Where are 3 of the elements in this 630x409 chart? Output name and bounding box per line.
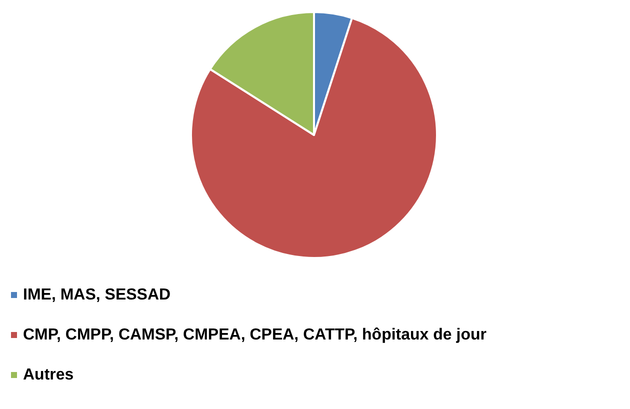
legend-label: CMP, CMPP, CAMSP, CMPEA, CPEA, CATTP, hôpitaux de jour [23,326,486,344]
legend-label: Autres [23,366,74,384]
legend-label: IME, MAS, SESSAD [23,286,171,304]
